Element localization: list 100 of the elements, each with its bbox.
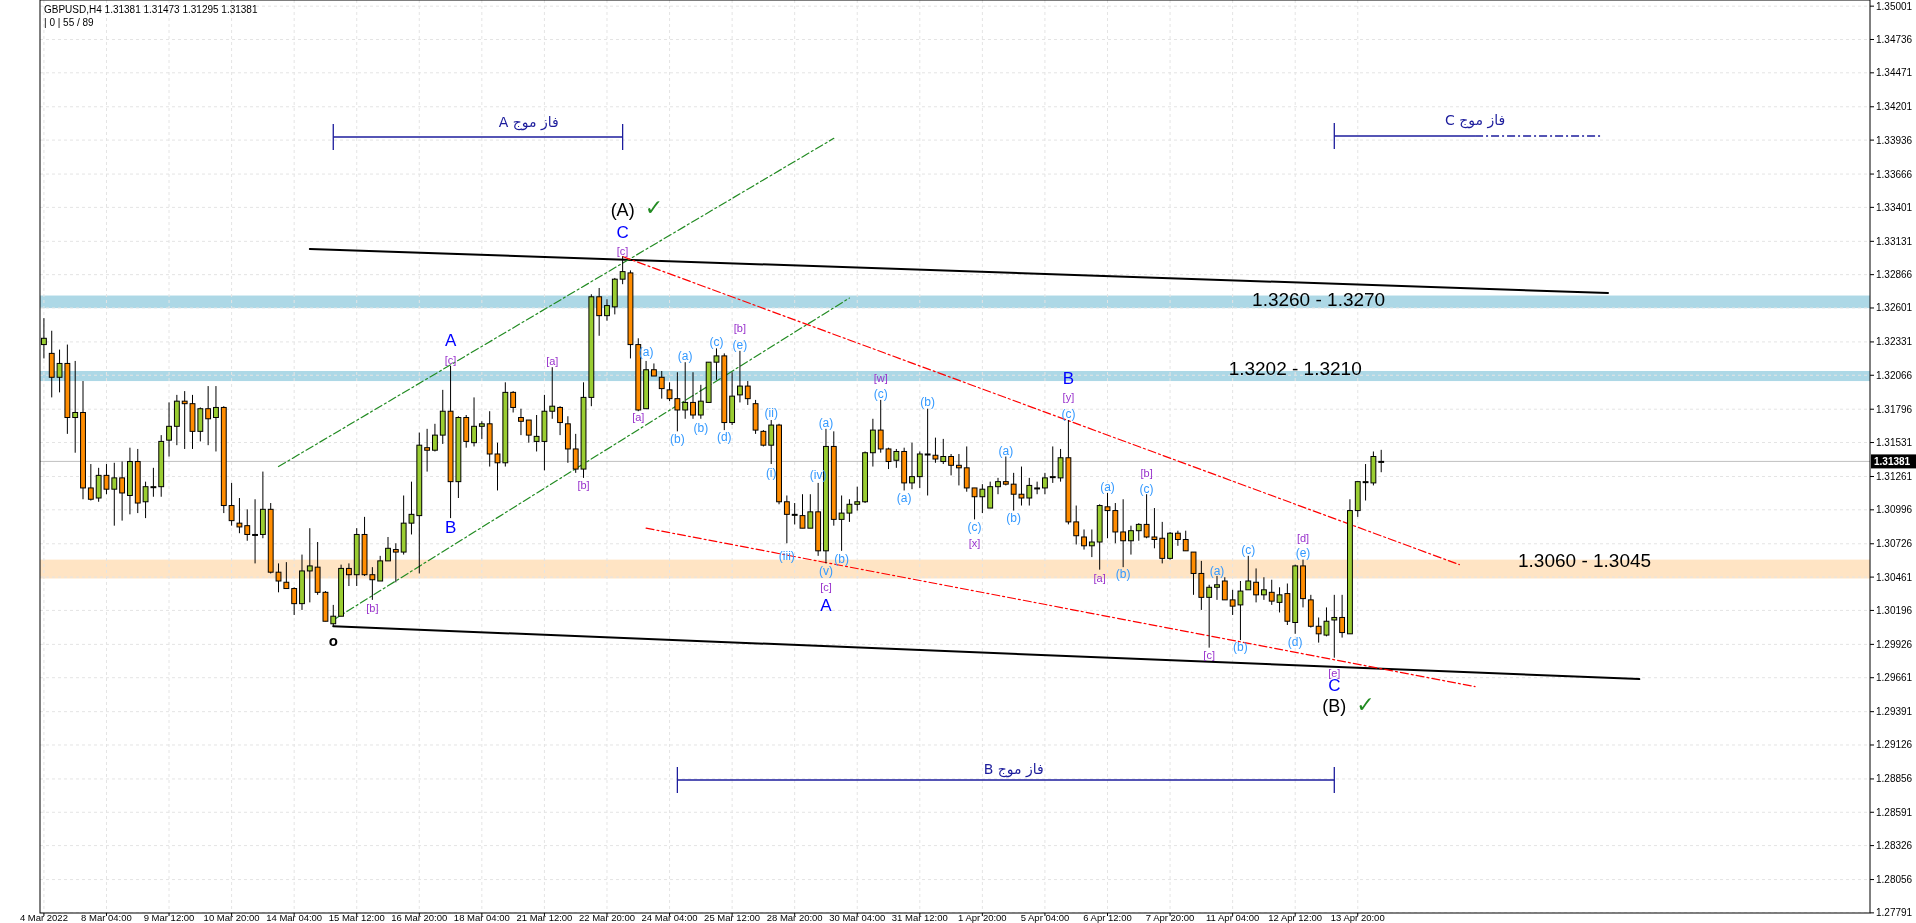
candlestick	[345, 562, 352, 587]
annotation: (a)	[998, 444, 1014, 458]
annotation: A	[444, 330, 457, 350]
candlestick	[385, 536, 391, 562]
annotation: (d)	[1287, 635, 1303, 649]
candlestick	[166, 401, 172, 457]
y-tick-label: 1.27791	[1876, 907, 1913, 919]
y-tick-label: 1.31261	[1876, 471, 1913, 482]
annotation: B	[444, 517, 457, 537]
ref-line-label: 1.31381	[1874, 455, 1911, 467]
candlestick	[510, 390, 517, 413]
candlestick	[1128, 525, 1134, 556]
annotation: [a]	[546, 355, 559, 367]
candlestick	[478, 420, 485, 440]
annotation: (a)	[896, 491, 912, 505]
candlestick	[658, 370, 665, 400]
candlestick	[1088, 528, 1095, 558]
annotation: 1.3202 - 1.3210	[1228, 357, 1362, 379]
y-tick-label: 1.35001	[1876, 0, 1913, 12]
annotation: [a]	[1093, 572, 1106, 584]
candlestick	[213, 385, 219, 452]
x-tick-label: 15 Mar 12:00	[328, 912, 385, 923]
annotation: [c]	[444, 354, 457, 366]
candlestick	[87, 463, 94, 502]
annotation: (a)	[818, 416, 834, 430]
candlestick	[1042, 472, 1048, 495]
candlestick	[471, 396, 477, 447]
candlestick	[1331, 594, 1338, 659]
candlestick	[1182, 530, 1189, 552]
annotation: A	[820, 595, 833, 615]
y-tick-label: 1.30196	[1876, 604, 1913, 616]
candlestick	[1002, 456, 1009, 486]
candlestick	[119, 461, 126, 522]
candlestick	[854, 486, 861, 512]
y-tick-label: 1.31796	[1876, 403, 1913, 415]
annotation: (b)	[834, 552, 849, 566]
y-tick-label: 1.32331	[1876, 336, 1913, 348]
candlestick	[1073, 505, 1080, 546]
annotation: (e)	[1295, 546, 1311, 560]
candlestick	[291, 586, 298, 616]
x-tick-label: 12 Apr 12:00	[1268, 912, 1323, 923]
annotation: (B)	[1322, 696, 1347, 716]
annotation: (b)	[920, 395, 935, 409]
candlestick	[432, 423, 438, 452]
candlestick	[1081, 528, 1087, 551]
y-tick-label: 1.34471	[1876, 67, 1913, 79]
annotation: (b)	[1006, 511, 1021, 525]
x-tick-label: 14 Mar 04:00	[266, 912, 323, 923]
candlestick	[1120, 498, 1127, 568]
x-tick-label: 5 Apr 04:00	[1020, 912, 1070, 923]
candlestick	[205, 385, 212, 446]
candlestick	[228, 482, 235, 527]
candlestick	[768, 419, 775, 465]
candlestick	[1245, 555, 1252, 591]
annotation: (ii)	[764, 406, 778, 420]
annotation: (a)	[677, 349, 693, 363]
annotation: 1.3060 - 1.3045	[1517, 549, 1652, 571]
y-tick-label: 1.31531	[1876, 437, 1913, 449]
candlestick	[252, 498, 258, 564]
x-tick-label: 22 Mar 20:00	[578, 912, 635, 923]
candlestick	[1206, 584, 1213, 649]
annotation: [b]	[366, 602, 379, 614]
annotation: o	[328, 631, 338, 649]
annotation: (i)	[765, 466, 777, 480]
y-tick-label: 1.28591	[1876, 806, 1913, 818]
annotation: (c)	[967, 520, 982, 534]
y-tick-label: 1.34201	[1876, 101, 1913, 113]
annotation: (c)	[1061, 407, 1076, 421]
y-tick-label: 1.30726	[1876, 538, 1913, 550]
annotation: (v)	[818, 564, 833, 578]
candlestick	[439, 389, 446, 445]
candlestick	[1253, 567, 1260, 603]
annotation: فاز موج A	[498, 114, 559, 131]
x-tick-label: 28 Mar 20:00	[766, 912, 823, 923]
annotation: (d)	[716, 430, 732, 444]
annotation: B	[1062, 368, 1075, 388]
annotation: (A)	[610, 200, 635, 220]
x-tick-label: 25 Mar 12:00	[704, 912, 761, 923]
candlestick	[525, 419, 532, 444]
annotation: [a]	[632, 411, 645, 423]
x-tick-label: 31 Mar 12:00	[891, 912, 948, 923]
annotation: (c)	[873, 387, 888, 401]
annotation: (e)	[732, 338, 748, 352]
x-tick-label: 6 Apr 12:00	[1083, 912, 1132, 923]
candlestick	[424, 428, 431, 473]
candlestick	[392, 542, 399, 583]
annotation: ✓	[1356, 691, 1375, 717]
x-tick-label: 1 Apr 20:00	[958, 912, 1007, 923]
x-tick-label: 13 Apr 20:00	[1330, 912, 1385, 923]
candlestick	[306, 527, 313, 603]
candlestick	[244, 508, 251, 542]
candlestick	[869, 418, 876, 468]
x-tick-label: 9 Mar 12:00	[143, 912, 195, 923]
annotation: [x]	[968, 537, 981, 549]
annotation: فاز موج C	[1444, 112, 1506, 129]
x-tick-label: 16 Mar 20:00	[391, 912, 448, 923]
y-tick-label: 1.28326	[1876, 840, 1913, 852]
y-tick-label: 1.28056	[1876, 874, 1913, 886]
annotation: [d]	[1296, 532, 1310, 544]
candlestick	[549, 366, 556, 420]
